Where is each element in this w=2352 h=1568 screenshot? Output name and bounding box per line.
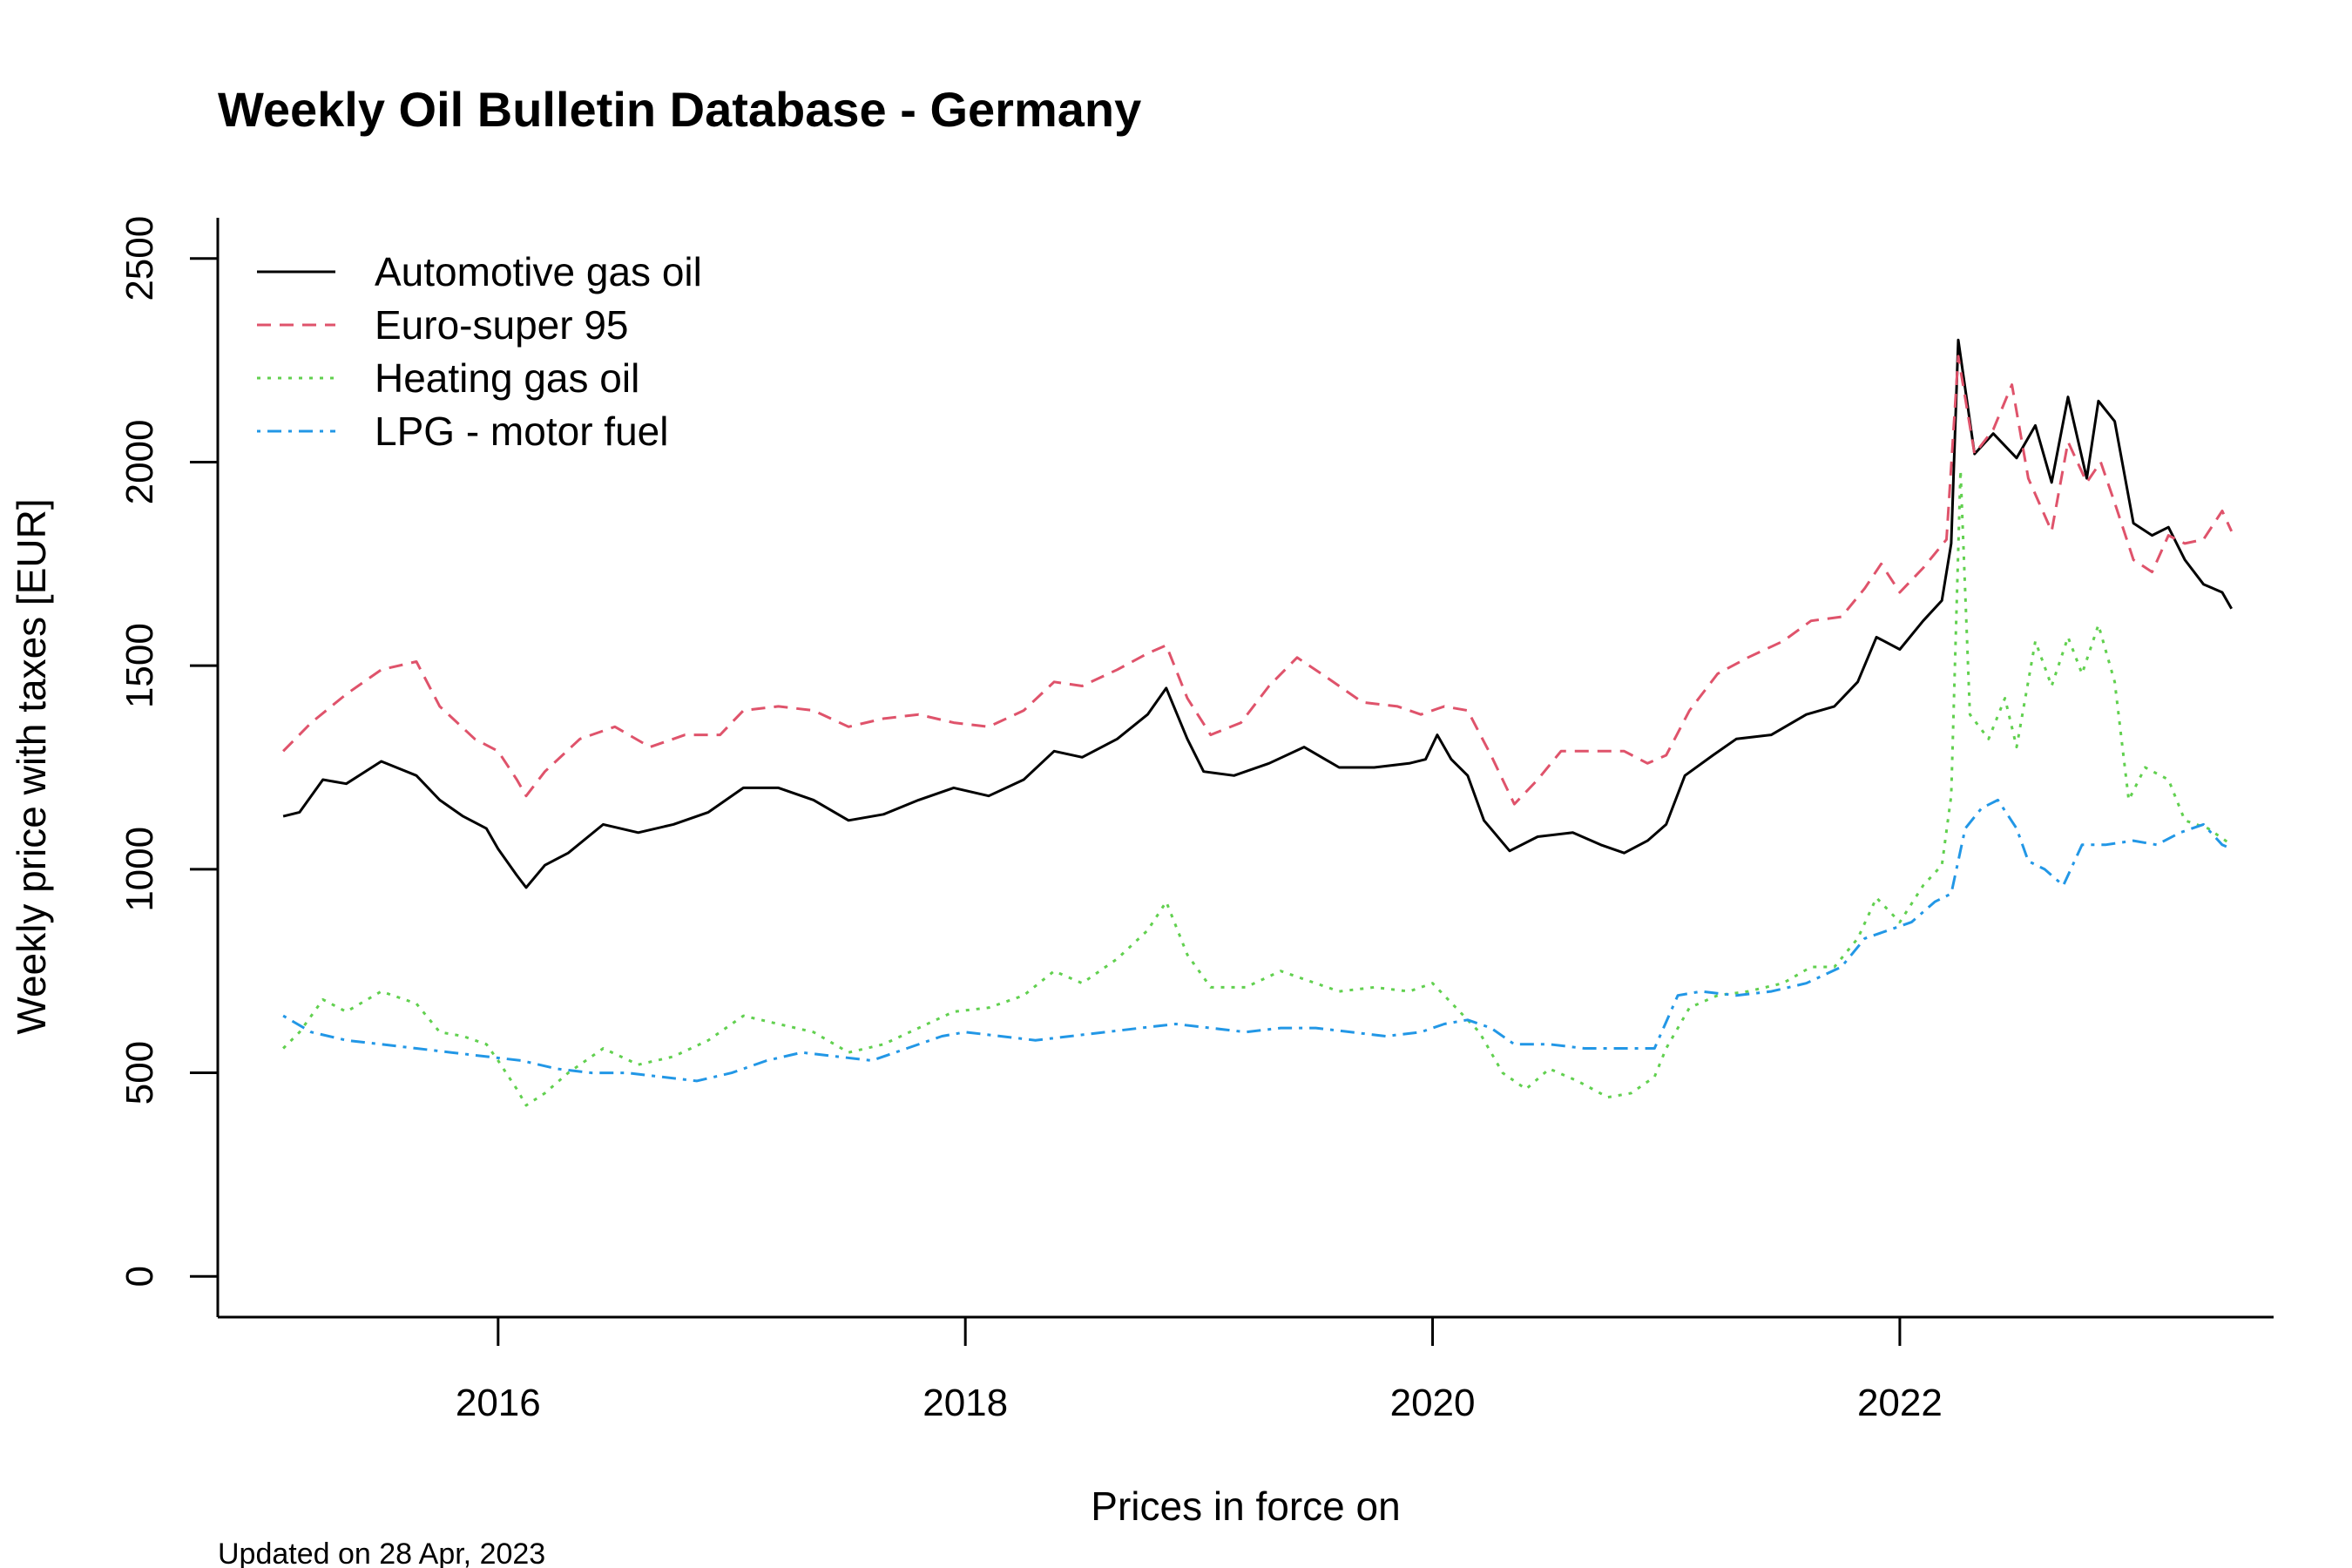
y-tick-label: 1500 bbox=[118, 623, 161, 708]
legend-label: Heating gas oil bbox=[375, 355, 639, 401]
x-tick-label: 2022 bbox=[1857, 1382, 1943, 1424]
x-tick-label: 2018 bbox=[923, 1382, 1008, 1424]
chart-title: Weekly Oil Bulletin Database - Germany bbox=[218, 82, 1141, 137]
y-tick-label: 2000 bbox=[118, 419, 161, 504]
legend: Automotive gas oil Euro-super 95 Heating g… bbox=[257, 249, 702, 454]
y-axis-ticks: 0 500 1000 1500 2000 2500 bbox=[118, 216, 218, 1288]
x-tick-label: 2016 bbox=[456, 1382, 541, 1424]
legend-label: Automotive gas oil bbox=[375, 249, 702, 294]
legend-label: Euro-super 95 bbox=[375, 302, 629, 348]
y-tick-label: 0 bbox=[118, 1266, 161, 1287]
plot-axes bbox=[216, 218, 2274, 1319]
y-axis-label: Weekly price with taxes [EUR] bbox=[9, 498, 54, 1034]
series-line-3 bbox=[282, 469, 2233, 1107]
y-tick-label: 1000 bbox=[118, 827, 161, 912]
y-tick-label: 500 bbox=[118, 1041, 161, 1105]
x-tick-label: 2020 bbox=[1390, 1382, 1476, 1424]
series-line-1 bbox=[282, 338, 2234, 889]
x-axis-label: Prices in force on bbox=[1091, 1484, 1400, 1529]
x-axis-ticks: 2016 2018 2020 2022 bbox=[456, 1317, 1943, 1424]
series-lines bbox=[282, 338, 2234, 1107]
updated-footnote: Updated on 28 Apr, 2023 bbox=[218, 1538, 545, 1568]
series-line-4 bbox=[282, 798, 2233, 1083]
series-line-2 bbox=[282, 355, 2234, 806]
y-tick-label: 2500 bbox=[118, 216, 161, 301]
legend-label: LPG - motor fuel bbox=[375, 409, 668, 454]
